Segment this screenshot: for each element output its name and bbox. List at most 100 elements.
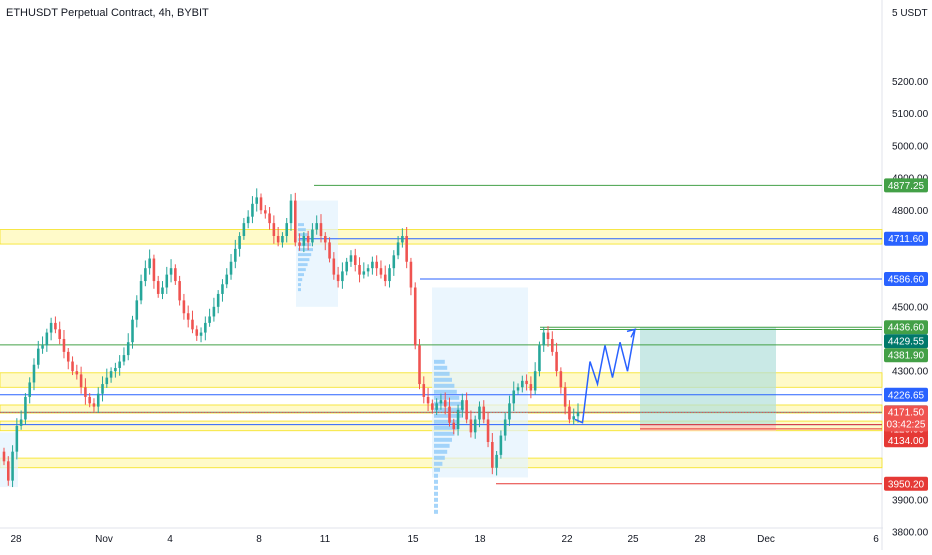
profile-bar (434, 473, 438, 478)
candle (503, 419, 507, 436)
candle (529, 384, 533, 391)
price-badge-label: 4226.65 (888, 390, 925, 401)
price-badge-label: 4711.60 (888, 234, 924, 245)
candle (54, 322, 57, 330)
time-axis[interactable]: 28 Nov 4 8 11 15 18 22 25 28 Dec 6 (10, 534, 879, 545)
candle (58, 329, 61, 339)
candle (392, 255, 396, 269)
candle (465, 400, 468, 420)
candle (443, 400, 447, 407)
candle (328, 242, 331, 259)
candle (259, 197, 263, 211)
candle (546, 332, 550, 339)
candle (323, 236, 327, 243)
candle (538, 345, 541, 372)
profile-bar (434, 455, 445, 460)
candle (255, 197, 259, 204)
candle (413, 287, 417, 346)
price-tick: 3900.00 (892, 495, 929, 506)
time-tick: Dec (757, 534, 775, 545)
candle (491, 442, 494, 468)
candle (131, 319, 134, 343)
zone-0 (0, 229, 883, 245)
candle (281, 236, 284, 243)
candle (508, 403, 511, 420)
profile-bar (298, 253, 312, 257)
candle (272, 223, 276, 236)
horizontal-levels[interactable] (0, 184, 882, 485)
candle (311, 229, 314, 243)
price-badge-label: 4381.90 (888, 351, 925, 362)
candle (409, 261, 413, 288)
candle (114, 367, 117, 372)
candle (242, 223, 246, 236)
candle (234, 248, 237, 262)
candle (375, 261, 378, 269)
candle (216, 293, 220, 307)
price-badge-1 (884, 231, 928, 246)
price-badge-11 (884, 476, 928, 491)
candle (199, 332, 203, 336)
candle (152, 258, 156, 282)
candle (293, 200, 297, 243)
candle (169, 268, 173, 275)
candle (572, 416, 576, 420)
long-position-tool[interactable] (640, 327, 776, 431)
candle (2, 451, 6, 462)
candle (144, 268, 147, 282)
profile-bar (434, 503, 438, 508)
projection-arrow-head[interactable] (626, 328, 637, 338)
candle (525, 380, 528, 385)
currency-label[interactable]: 5 USDT (892, 8, 928, 19)
target-zone[interactable] (640, 327, 776, 425)
candle (212, 306, 216, 317)
price-badge-5 (884, 348, 928, 363)
candle (264, 210, 267, 214)
profile-bar (434, 419, 460, 424)
profile-bar (434, 431, 455, 436)
candle (388, 268, 391, 282)
candle (84, 387, 87, 397)
candle (452, 422, 456, 430)
profile-bar (298, 283, 301, 287)
candle (366, 268, 370, 272)
profile-bar (434, 497, 438, 502)
price-badge-0 (884, 178, 928, 193)
profile-bar (298, 288, 301, 292)
time-tick: 4 (167, 534, 173, 545)
candle (75, 371, 79, 375)
candle (109, 371, 113, 378)
time-tick: 8 (256, 534, 262, 545)
time-tick: 6 (873, 534, 879, 545)
time-tick: 11 (320, 534, 331, 545)
candle (426, 396, 430, 404)
candle (555, 351, 558, 372)
candle (156, 281, 160, 294)
candle (435, 403, 438, 410)
candle (101, 384, 104, 394)
projection-path[interactable] (574, 328, 637, 424)
candle (161, 287, 164, 294)
candle (439, 400, 443, 404)
candle (268, 213, 271, 224)
stop-zone[interactable] (640, 424, 776, 431)
candle (379, 268, 383, 275)
time-tick: 28 (10, 534, 22, 545)
candle (92, 403, 96, 407)
profile-bar (434, 389, 457, 394)
candle (302, 236, 306, 246)
candle (71, 361, 74, 372)
candle (148, 258, 151, 269)
candle (332, 258, 336, 275)
candle (568, 406, 571, 420)
profile-bar (434, 425, 457, 430)
profile-bar (434, 377, 452, 382)
profile-bar (434, 461, 443, 466)
candle (353, 255, 357, 265)
projection-line[interactable] (574, 329, 636, 424)
candle (221, 284, 224, 294)
price-badge-6 (884, 387, 928, 402)
candle (208, 316, 211, 323)
